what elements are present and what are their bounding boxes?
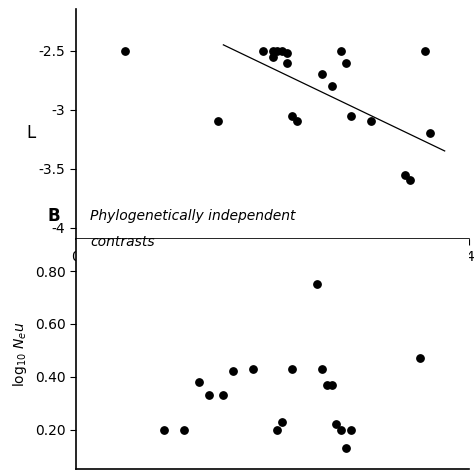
Point xyxy=(269,47,276,55)
Text: Phylogenetically independent: Phylogenetically independent xyxy=(90,209,296,223)
Point xyxy=(259,47,266,55)
Point xyxy=(343,444,350,452)
Point xyxy=(313,281,320,288)
Y-axis label: L: L xyxy=(27,125,36,142)
Point xyxy=(195,378,202,386)
Point xyxy=(215,118,222,125)
Point xyxy=(161,426,168,433)
X-axis label: Log$_{10}$ Genome Size (Mb): Log$_{10}$ Genome Size (Mb) xyxy=(179,271,366,290)
Point xyxy=(279,47,286,55)
Point xyxy=(249,365,257,373)
Point xyxy=(180,426,188,433)
Point xyxy=(337,47,345,55)
Point xyxy=(219,392,227,399)
Point xyxy=(121,47,129,55)
Point xyxy=(323,381,330,389)
Text: B: B xyxy=(47,207,60,225)
Y-axis label: log$_{10}$ $N_e$$u$: log$_{10}$ $N_e$$u$ xyxy=(11,322,29,387)
Point xyxy=(288,112,296,119)
Point xyxy=(401,171,409,178)
Point xyxy=(318,71,326,78)
Point xyxy=(283,49,291,57)
Point xyxy=(205,392,212,399)
Point xyxy=(273,47,281,55)
Point xyxy=(347,426,355,433)
Point xyxy=(367,118,374,125)
Point xyxy=(283,59,291,66)
Point xyxy=(343,59,350,66)
Point xyxy=(337,426,345,433)
Point xyxy=(347,112,355,119)
Point xyxy=(293,118,301,125)
Point xyxy=(406,177,414,184)
Text: contrasts: contrasts xyxy=(90,235,155,249)
Point xyxy=(328,381,335,389)
Point xyxy=(426,129,434,137)
Point xyxy=(318,365,326,373)
Point xyxy=(333,420,340,428)
Point xyxy=(328,82,335,90)
Point xyxy=(269,53,276,60)
Point xyxy=(279,418,286,426)
Point xyxy=(421,47,429,55)
Point xyxy=(229,368,237,375)
Point xyxy=(416,355,424,362)
Point xyxy=(288,365,296,373)
Point xyxy=(273,426,281,433)
